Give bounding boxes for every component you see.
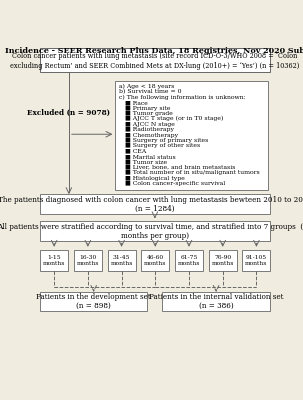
Text: 16-30
months: 16-30 months [77,255,99,266]
Text: ■ AJCC N stage: ■ AJCC N stage [119,122,175,127]
Text: ■ Histological type: ■ Histological type [119,176,185,181]
Text: Patients in the internal validation set
(n = 386): Patients in the internal validation set … [149,293,283,310]
Text: Incidence - SEER Research Plus Data, 18 Registries, Nov 2020 Sub: Incidence - SEER Research Plus Data, 18 … [5,47,303,55]
Text: ■ Tumor grade: ■ Tumor grade [119,111,173,116]
FancyBboxPatch shape [141,250,169,271]
Text: a) Age < 18 years: a) Age < 18 years [119,84,175,89]
FancyBboxPatch shape [175,250,203,271]
Text: ■ Surgery of primary sites: ■ Surgery of primary sites [119,138,209,143]
Text: ■ Race: ■ Race [119,100,148,105]
Text: ■ Radiotherapy: ■ Radiotherapy [119,127,174,132]
FancyBboxPatch shape [242,250,270,271]
FancyBboxPatch shape [40,292,147,311]
Text: ■ Colon cancer-specific survival: ■ Colon cancer-specific survival [119,181,225,186]
Text: ■ Chemotherapy: ■ Chemotherapy [119,132,178,138]
FancyBboxPatch shape [162,292,270,311]
FancyBboxPatch shape [40,221,270,240]
Text: ■ Total number of in situ/malignant tumors: ■ Total number of in situ/malignant tumo… [119,170,260,175]
Text: 1-15
months: 1-15 months [43,255,65,266]
Text: 31-45
months: 31-45 months [110,255,133,266]
Text: ■ Primary site: ■ Primary site [119,106,171,110]
Text: Excluded (n = 9078): Excluded (n = 9078) [27,109,110,117]
Text: The patients diagnosed with colon cancer with lung metastasis bewteen 2010 to 20: The patients diagnosed with colon cancer… [0,196,303,213]
FancyBboxPatch shape [40,48,270,72]
FancyBboxPatch shape [108,250,135,271]
Text: ■ Tumor size: ■ Tumor size [119,160,167,164]
Text: ■ Liver, bone, and brain metastasis: ■ Liver, bone, and brain metastasis [119,165,236,170]
Text: ■ Marital status: ■ Marital status [119,154,176,159]
Text: b) Survival time = 0: b) Survival time = 0 [119,89,182,94]
Text: 76-90
months: 76-90 months [211,255,234,266]
Text: All patients were stratified according to survival time, and stratified into 7 g: All patients were stratified according t… [0,223,303,240]
FancyBboxPatch shape [74,250,102,271]
Text: Patients in the development set
(n = 898): Patients in the development set (n = 898… [36,293,151,310]
Text: 46-60
months: 46-60 months [144,255,166,266]
FancyBboxPatch shape [40,250,68,271]
FancyBboxPatch shape [115,81,268,190]
FancyBboxPatch shape [40,194,270,214]
Text: ■ CEA: ■ CEA [119,149,146,154]
Text: Colon cancer patients with lung metastasis (site record ICD-O-3/WHO 2008 = ‘Colo: Colon cancer patients with lung metastas… [10,52,300,70]
FancyBboxPatch shape [209,250,237,271]
Text: c) The following information is unknown:: c) The following information is unknown: [119,95,246,100]
Text: 61-75
months: 61-75 months [178,255,200,266]
Text: 91-105
months: 91-105 months [245,255,268,266]
Text: ■ Surgery of other sites: ■ Surgery of other sites [119,143,201,148]
Text: ■ AJCC T stage (or in T0 stage): ■ AJCC T stage (or in T0 stage) [119,116,224,122]
